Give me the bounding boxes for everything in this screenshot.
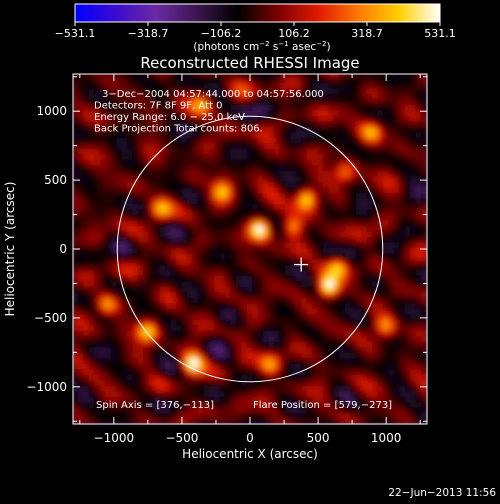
colorbar-units: (photons cm−2 s−1 asec−2)	[193, 40, 330, 53]
annotation-line: Detectors: 7F 8F 9F, Att 0	[94, 101, 222, 112]
colorbar-tick-label: 531.1	[424, 27, 456, 40]
x-axis: −1000 −500 0 500 1000	[79, 74, 421, 445]
footer-date: 22−Jun−2013 11:56	[388, 487, 496, 499]
colorbar	[74, 3, 441, 23]
colorbar-tick-label: 106.2	[278, 27, 310, 40]
y-tick-label: 0	[59, 242, 67, 256]
annotation-line: Energy Range: 6.0 − 25.0 keV	[94, 112, 245, 123]
solar-disk-outline	[116, 115, 384, 383]
chart-title: Reconstructed RHESSI Image	[140, 54, 359, 72]
y-tick-label: −1000	[26, 380, 67, 394]
flare-position-label: Flare Position = [579,−273]	[253, 400, 392, 411]
colorbar-tick-label: 318.7	[351, 27, 383, 40]
y-tick-label: −500	[34, 311, 67, 325]
annotation-line: Back Projection Total counts: 806.	[94, 124, 263, 135]
annotations: 3−Dec−2004 04:57:44.000 to 04:57:56.000D…	[94, 89, 324, 135]
colorbar-ticks: −531.1 −318.7 −106.2 106.2 318.7 531.1	[55, 22, 456, 40]
y-axis: −1000 −500 0 500 1000	[26, 76, 427, 422]
x-tick-label: 0	[246, 431, 254, 445]
colorbar-tick-label: −531.1	[55, 27, 96, 40]
spin-axis-label: Spin Axis = [376,−113]	[96, 400, 214, 411]
x-axis-label: Heliocentric X (arcsec)	[182, 447, 318, 461]
x-tick-label: −1000	[94, 431, 135, 445]
annotation-line: 3−Dec−2004 04:57:44.000 to 04:57:56.000	[102, 89, 324, 100]
x-tick-label: 1000	[371, 431, 402, 445]
x-tick-label: −500	[165, 431, 198, 445]
spin-axis-marker	[294, 257, 309, 272]
colorbar-tick-label: −106.2	[201, 27, 242, 40]
x-tick-label: 500	[307, 431, 330, 445]
colorbar-tick-label: −318.7	[128, 27, 169, 40]
y-tick-label: 500	[44, 173, 67, 187]
y-tick-label: 1000	[36, 104, 67, 118]
heatmap-image	[73, 74, 427, 424]
y-axis-label: Heliocentric Y (arcsec)	[3, 182, 17, 317]
